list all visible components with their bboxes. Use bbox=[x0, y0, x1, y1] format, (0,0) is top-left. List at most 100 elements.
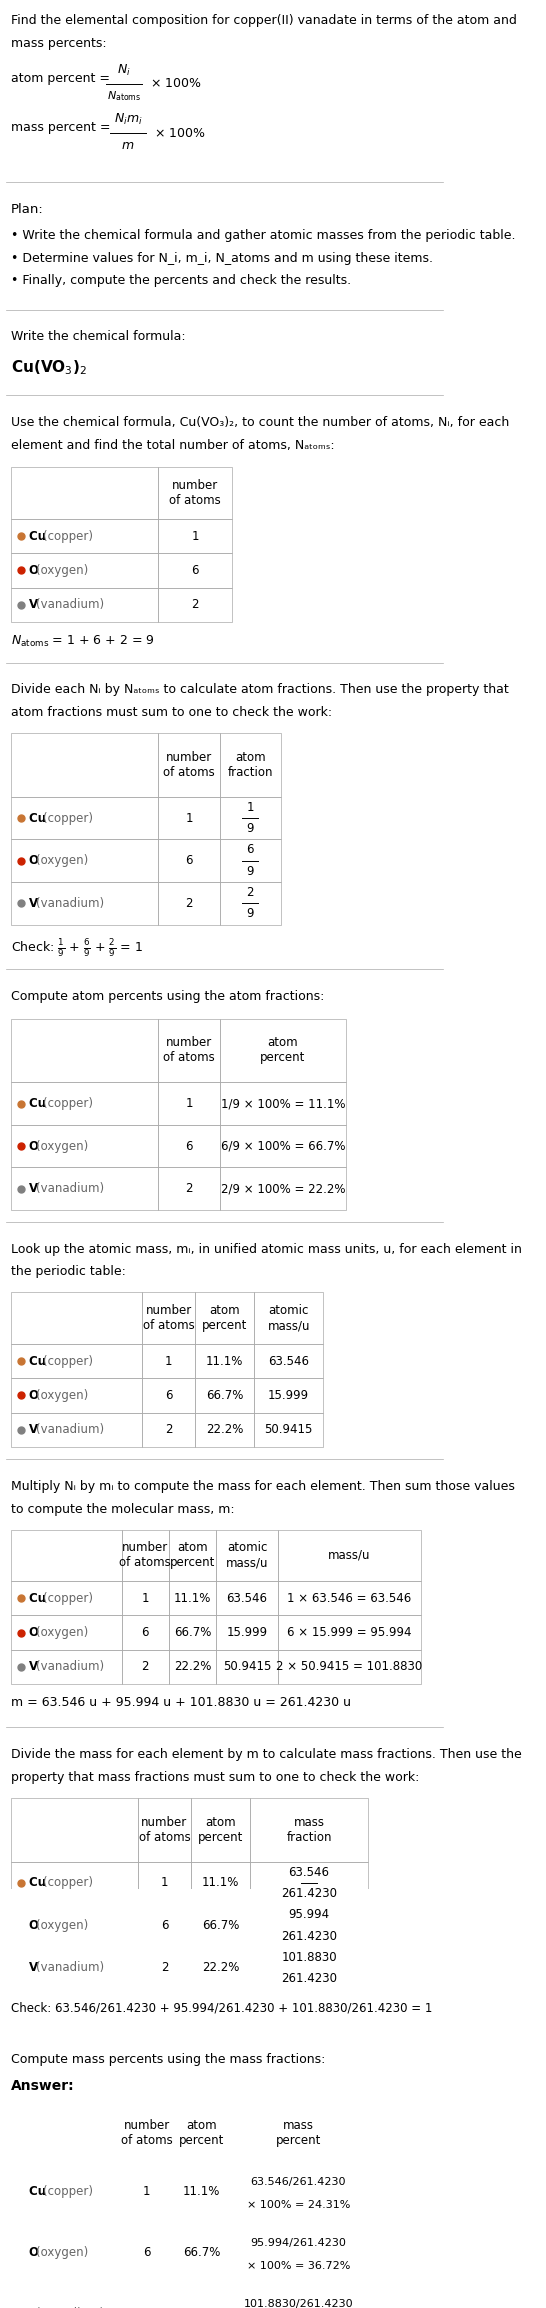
Bar bbox=[158, 589, 232, 621]
Text: number
of atoms: number of atoms bbox=[163, 750, 215, 780]
Text: number
of atoms: number of atoms bbox=[139, 1816, 191, 1844]
Text: 11.1%: 11.1% bbox=[201, 1876, 239, 1890]
Bar bbox=[219, 1018, 346, 1082]
Text: 15.999: 15.999 bbox=[268, 1389, 309, 1401]
Bar bbox=[158, 1168, 219, 1209]
Text: 6: 6 bbox=[165, 1389, 172, 1401]
Text: Find the elemental composition for copper(II) vanadate in terms of the atom and: Find the elemental composition for coppe… bbox=[11, 14, 517, 28]
Bar bbox=[11, 1412, 142, 1447]
Text: 6: 6 bbox=[246, 842, 254, 856]
Bar bbox=[142, 1412, 195, 1447]
Bar bbox=[138, 1798, 191, 1863]
Text: (vanadium): (vanadium) bbox=[36, 1182, 104, 1196]
Text: atom
percent: atom percent bbox=[260, 1036, 306, 1064]
Bar bbox=[191, 1946, 250, 1989]
Bar bbox=[191, 1798, 250, 1863]
Bar bbox=[158, 1082, 219, 1124]
Text: 2: 2 bbox=[246, 886, 254, 900]
Text: (oxygen): (oxygen) bbox=[36, 1140, 88, 1152]
Text: atom
percent: atom percent bbox=[179, 2119, 224, 2146]
Text: 6: 6 bbox=[143, 2246, 151, 2260]
Bar bbox=[158, 1018, 219, 1082]
Bar bbox=[11, 796, 158, 840]
Text: 6/9 × 100% = 66.7%: 6/9 × 100% = 66.7% bbox=[221, 1140, 345, 1152]
Bar bbox=[158, 1124, 219, 1168]
Bar bbox=[138, 1904, 191, 1946]
Bar bbox=[191, 1863, 250, 1904]
Bar bbox=[277, 1650, 420, 1685]
Bar bbox=[11, 1650, 122, 1685]
Bar bbox=[277, 1581, 420, 1616]
Text: 95.994: 95.994 bbox=[288, 1909, 330, 1920]
Bar bbox=[11, 1018, 158, 1082]
Text: V: V bbox=[29, 1424, 43, 1436]
Bar bbox=[169, 1530, 216, 1581]
Bar bbox=[231, 2283, 366, 2308]
Bar bbox=[11, 2105, 122, 2160]
Bar bbox=[11, 1378, 142, 1412]
Text: mass
percent: mass percent bbox=[276, 2119, 321, 2146]
Text: Cu: Cu bbox=[29, 529, 50, 542]
Bar bbox=[122, 1616, 169, 1650]
Text: Write the chemical formula:: Write the chemical formula: bbox=[11, 330, 186, 344]
Text: 1: 1 bbox=[161, 1876, 168, 1890]
Bar bbox=[219, 840, 281, 882]
Text: $N_i m_i$: $N_i m_i$ bbox=[114, 113, 143, 127]
Text: $\times$ 100%: $\times$ 100% bbox=[154, 127, 206, 138]
Bar bbox=[219, 734, 281, 796]
Text: (oxygen): (oxygen) bbox=[36, 563, 88, 577]
Text: 63.546/261.4230: 63.546/261.4230 bbox=[251, 2176, 346, 2188]
Text: 2: 2 bbox=[185, 898, 193, 909]
Bar bbox=[122, 2160, 172, 2223]
Bar bbox=[250, 1946, 369, 1989]
Text: 6: 6 bbox=[185, 1140, 193, 1152]
Bar bbox=[11, 882, 158, 926]
Bar bbox=[254, 1292, 323, 1343]
Bar bbox=[11, 840, 158, 882]
Text: 1: 1 bbox=[185, 812, 193, 824]
Bar bbox=[138, 1946, 191, 1989]
Bar bbox=[11, 1530, 122, 1581]
Bar bbox=[11, 554, 158, 589]
Text: 63.546: 63.546 bbox=[227, 1593, 268, 1604]
Text: Divide each Nᵢ by Nₐₜₒₘₛ to calculate atom fractions. Then use the property that: Divide each Nᵢ by Nₐₜₒₘₛ to calculate at… bbox=[11, 683, 509, 697]
Bar bbox=[11, 1292, 142, 1343]
Bar bbox=[195, 1378, 254, 1412]
Text: (copper): (copper) bbox=[43, 1096, 93, 1110]
Bar bbox=[219, 1082, 346, 1124]
Text: number
of atoms: number of atoms bbox=[121, 2119, 173, 2146]
Text: Divide the mass for each element by m to calculate mass fractions. Then use the: Divide the mass for each element by m to… bbox=[11, 1747, 522, 1761]
Text: 22.2%: 22.2% bbox=[174, 1659, 211, 1673]
Bar bbox=[231, 2223, 366, 2283]
Bar bbox=[254, 1378, 323, 1412]
Text: $N_i$: $N_i$ bbox=[117, 62, 131, 78]
Bar bbox=[122, 2105, 172, 2160]
Text: mass percents:: mass percents: bbox=[11, 37, 107, 48]
Text: 261.4230: 261.4230 bbox=[281, 1888, 337, 1899]
Text: 1: 1 bbox=[141, 1593, 149, 1604]
Bar bbox=[216, 1530, 277, 1581]
Bar bbox=[158, 519, 232, 554]
Text: 50.9415: 50.9415 bbox=[264, 1424, 313, 1436]
Bar bbox=[219, 1124, 346, 1168]
Bar bbox=[11, 1798, 138, 1863]
Text: O: O bbox=[29, 1627, 43, 1639]
Text: (vanadium): (vanadium) bbox=[36, 598, 104, 612]
Text: V: V bbox=[29, 898, 43, 909]
Text: (vanadium): (vanadium) bbox=[36, 1962, 104, 1973]
Text: mass percent =: mass percent = bbox=[11, 120, 115, 134]
Text: Answer:: Answer: bbox=[11, 2080, 75, 2093]
Text: number
of atoms: number of atoms bbox=[169, 480, 221, 508]
Text: atom fractions must sum to one to check the work:: atom fractions must sum to one to check … bbox=[11, 706, 333, 720]
Bar bbox=[231, 2105, 366, 2160]
Bar bbox=[11, 1863, 138, 1904]
Text: the periodic table:: the periodic table: bbox=[11, 1265, 126, 1279]
Bar bbox=[254, 1412, 323, 1447]
Text: 66.7%: 66.7% bbox=[174, 1627, 211, 1639]
Text: 2: 2 bbox=[191, 598, 199, 612]
Text: number
of atoms: number of atoms bbox=[163, 1036, 215, 1064]
Bar bbox=[158, 840, 219, 882]
Bar bbox=[191, 1904, 250, 1946]
Bar bbox=[122, 1581, 169, 1616]
Text: $\times$ 100%: $\times$ 100% bbox=[150, 78, 201, 90]
